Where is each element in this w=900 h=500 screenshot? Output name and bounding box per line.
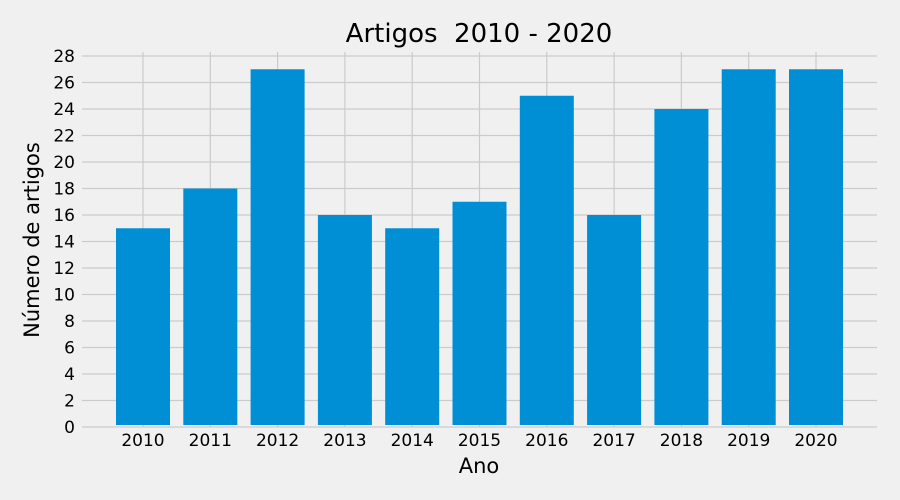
y-tick-label: 28 (53, 47, 75, 67)
x-tick-label: 2015 (458, 431, 501, 451)
bar-2011 (183, 188, 238, 425)
y-tick-label: 24 (53, 100, 75, 120)
bar-2020 (789, 69, 843, 425)
bar-2015 (452, 201, 507, 425)
bar-2018 (654, 109, 709, 425)
x-tick-label: 2011 (189, 431, 232, 451)
chart-title: Artigos 2010 - 2020 (346, 19, 613, 49)
x-tick-label: 2020 (794, 431, 837, 451)
bar-2016 (519, 95, 574, 425)
x-tick-label: 2012 (256, 431, 299, 451)
x-axis-title: Ano (459, 454, 500, 478)
y-axis-title: Número de artigos (20, 142, 44, 338)
x-tick-label: 2016 (525, 431, 568, 451)
x-tick-label: 2018 (660, 431, 703, 451)
x-tick-label: 2013 (323, 431, 366, 451)
x-tick-label: 2019 (727, 431, 770, 451)
y-tick-label: 0 (64, 418, 75, 438)
y-tick-label: 18 (53, 180, 75, 200)
bar-2014 (385, 228, 440, 425)
bar-2013 (317, 215, 372, 425)
x-tick-labels: 2010 2011 2012 2013 2014 2015 2016 2017 2018 2019… (121, 431, 837, 451)
y-tick-label: 26 (53, 74, 75, 94)
x-tick-label: 2014 (391, 431, 434, 451)
y-tick-label: 14 (53, 233, 75, 253)
y-tick-label: 2 (64, 392, 75, 412)
y-tick-label: 22 (53, 127, 75, 147)
y-tick-label: 12 (53, 259, 75, 279)
bar-2017 (587, 215, 642, 425)
bar-2010 (116, 228, 170, 425)
y-tick-label: 20 (53, 153, 75, 173)
x-tick-label: 2010 (121, 431, 164, 451)
bar-layer (116, 69, 843, 425)
x-tick-label: 2017 (592, 431, 635, 451)
bar-2012 (250, 69, 305, 425)
y-tick-label: 4 (64, 365, 75, 385)
y-tick-label: 10 (53, 286, 75, 306)
y-tick-label: 6 (64, 339, 75, 359)
bar-2019 (721, 69, 776, 425)
y-tick-label: 8 (64, 312, 75, 332)
y-tick-label: 16 (53, 206, 75, 226)
